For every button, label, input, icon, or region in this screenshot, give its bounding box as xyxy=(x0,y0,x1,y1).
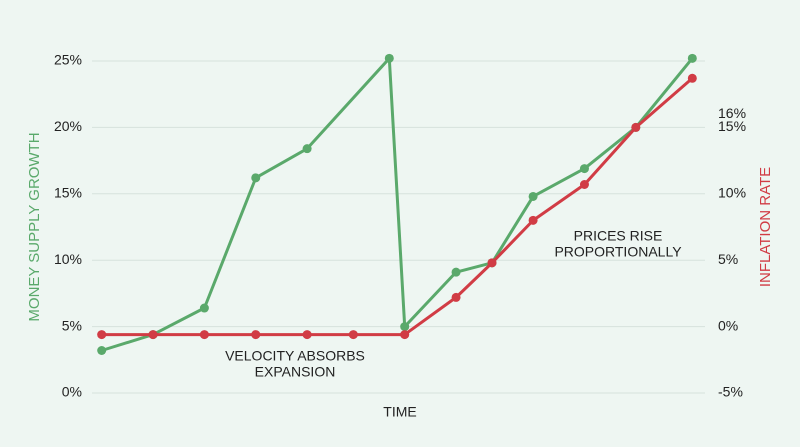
y2-tick-label: 10% xyxy=(718,185,746,201)
y2-tick-label: 5% xyxy=(718,251,738,267)
y2-tick-label: 0% xyxy=(718,317,738,333)
point xyxy=(528,215,538,225)
point xyxy=(251,330,261,340)
annotation: PROPORTIONALLY xyxy=(554,244,682,260)
y2-tick-label: -5% xyxy=(718,384,743,400)
y2-axis-label: INFLATION RATE xyxy=(757,167,774,287)
point xyxy=(384,53,394,63)
y-tick-label: 5% xyxy=(62,317,82,333)
point xyxy=(579,180,589,190)
y2-tick-label: 15% xyxy=(718,118,746,134)
annotation: PRICES RISE xyxy=(574,228,663,244)
point xyxy=(487,258,497,268)
point xyxy=(251,173,261,183)
point xyxy=(528,191,538,201)
point xyxy=(199,303,209,313)
point xyxy=(579,164,589,174)
annotation: EXPANSION xyxy=(255,364,336,380)
point xyxy=(451,267,461,277)
point xyxy=(631,122,641,132)
y-tick-label: 0% xyxy=(62,384,82,400)
point xyxy=(148,330,158,340)
point xyxy=(97,346,107,356)
y-tick-label: 15% xyxy=(54,185,82,201)
point xyxy=(687,73,697,83)
point xyxy=(400,322,410,332)
y-tick-label: 20% xyxy=(54,118,82,134)
series-line xyxy=(101,56,694,352)
point xyxy=(97,330,107,340)
point xyxy=(451,292,461,302)
annotation: VELOCITY ABSORBS xyxy=(225,348,365,364)
grid xyxy=(92,60,705,394)
point xyxy=(199,330,209,340)
point xyxy=(302,330,312,340)
y2-tick-label: 16% xyxy=(718,105,746,121)
point xyxy=(687,53,697,63)
y-axis-label: MONEY SUPPLY GROWTH xyxy=(26,132,43,321)
y-tick-label: 25% xyxy=(54,52,82,68)
point xyxy=(400,330,410,340)
point xyxy=(302,144,312,154)
x-axis-label: TIME xyxy=(383,404,416,420)
point xyxy=(348,330,358,340)
y-tick-label: 10% xyxy=(54,251,82,267)
